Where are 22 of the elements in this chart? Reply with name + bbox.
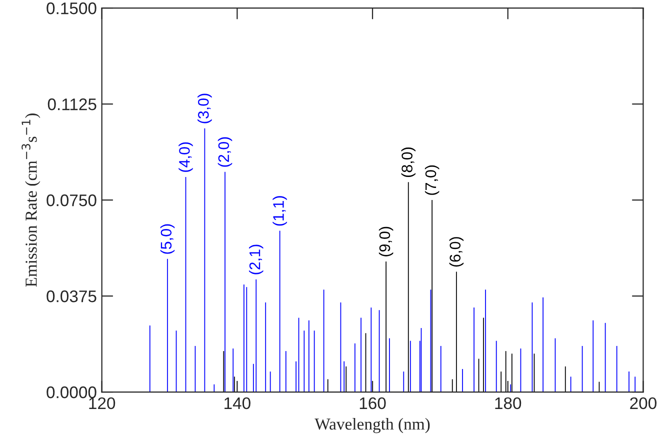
annotation: (5,0) [160,224,175,254]
x-tick-label: 140 [224,397,250,410]
y-tick-label: 0.1125 [48,98,96,110]
annotation: (9,0) [378,226,394,256]
x-tick-label: 180 [495,397,522,410]
y-tick-label: 0.0000 [46,386,96,398]
y-axis-title: Emission Rate (cm$^{−3}$s$^{−1}$) [22,114,40,287]
annotation: (6,0) [449,237,464,267]
annotation: (2,1) [249,244,264,274]
annotation: (4,0) [178,142,193,172]
y-tick-label: 0.0375 [46,290,96,302]
annotation: (1,1) [272,196,287,226]
y-tick-label: 0.0750 [46,194,96,206]
annotation: (3,0) [198,94,212,124]
annotation: (8,0) [401,147,416,177]
annotation: (2,0) [218,137,232,167]
x-tick-label: 200 [630,397,656,410]
x-tick-label: 160 [360,397,386,410]
annotation: (7,0) [424,165,440,195]
y-tick-label: 0.1500 [46,2,96,14]
x-axis-title: Wavelength (nm) [314,418,430,434]
x-tick-label: 120 [89,397,116,410]
